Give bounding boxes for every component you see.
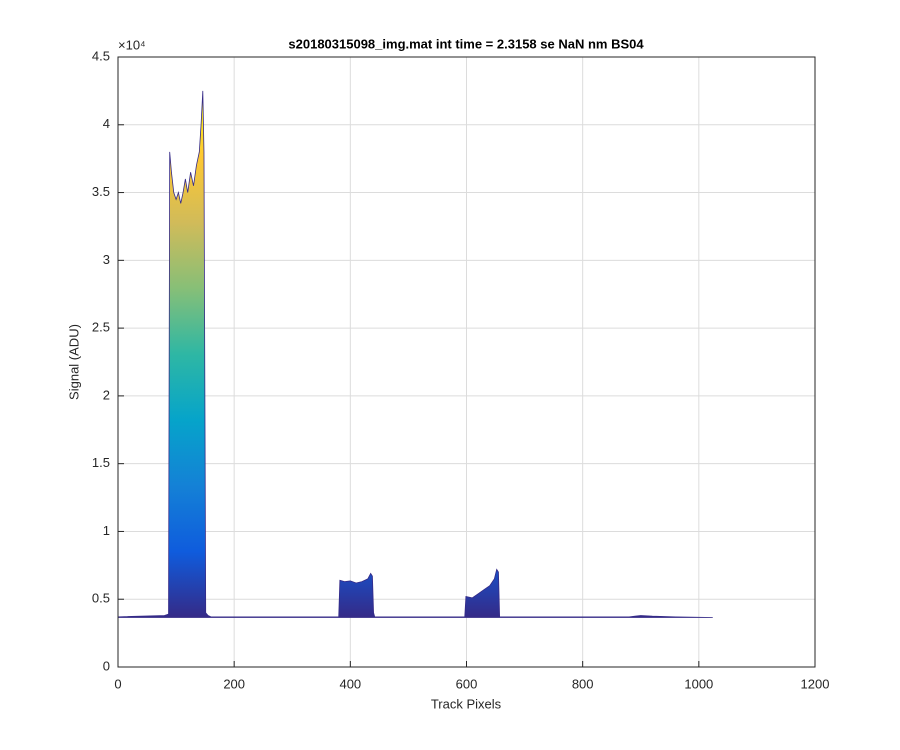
x-tick-label: 600 (456, 676, 478, 691)
y-tick-label: 1.5 (92, 455, 110, 470)
x-tick-label: 0 (114, 676, 121, 691)
chart-title: s20180315098_img.mat int time = 2.3158 s… (288, 36, 644, 51)
y-tick-label: 0.5 (92, 591, 110, 606)
y-tick-label: 0 (103, 658, 110, 673)
x-tick-label: 800 (572, 676, 594, 691)
area (117, 90, 713, 618)
x-tick-label: 1000 (684, 676, 713, 691)
y-tick-label: 2 (103, 387, 110, 402)
x-tick-label: 400 (339, 676, 361, 691)
y-tick-label: 1 (103, 523, 110, 538)
y-tick-label: 2.5 (92, 320, 110, 335)
y-tick-label: 4.5 (92, 48, 110, 63)
y-exponent: ×10⁴ (118, 37, 146, 52)
x-tick-label: 200 (223, 676, 245, 691)
y-tick-label: 3 (103, 252, 110, 267)
y-tick-label: 3.5 (92, 184, 110, 199)
axes-box (117, 56, 816, 668)
x-axis-label: Track Pixels (431, 696, 502, 711)
y-tick-label: 4 (103, 116, 110, 131)
x-tick-label: 1200 (801, 676, 830, 691)
y-axis-label: Signal (ADU) (66, 324, 81, 400)
